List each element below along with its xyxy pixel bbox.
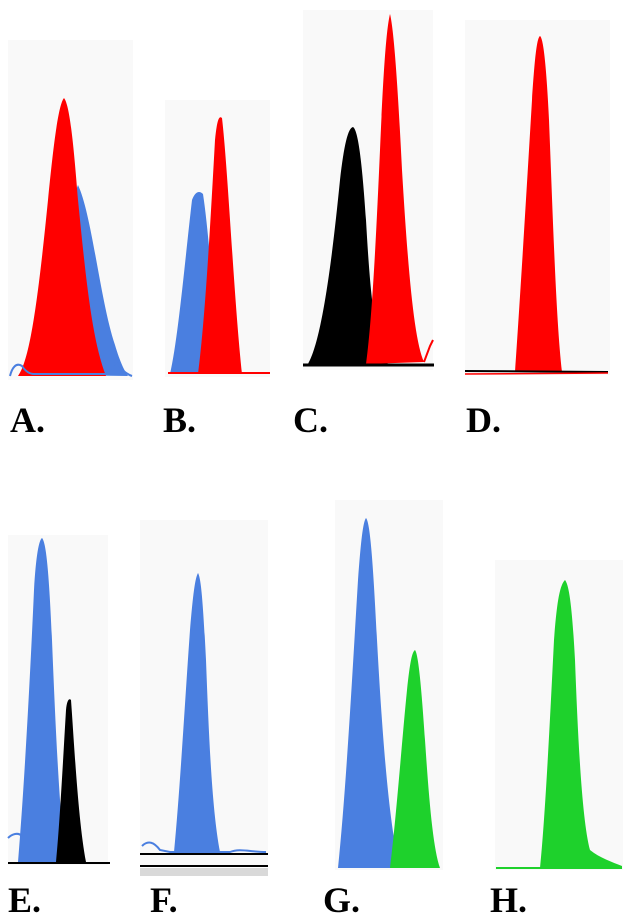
panel-c-red-peak — [366, 14, 424, 364]
panel-g-blue-peak — [338, 518, 400, 868]
panel-d-baseline-black — [464, 370, 609, 373]
panel-g-label: G. — [323, 880, 361, 919]
panel-e-blue-peak — [18, 538, 66, 862]
panel-a-label: A. — [10, 400, 45, 440]
panel-g-chromatogram — [335, 500, 443, 870]
panel-c-label: C. — [293, 400, 328, 440]
panel-c-chromatogram — [303, 10, 434, 370]
panel-e-chromatogram — [7, 535, 110, 865]
panel-a-chromatogram — [8, 40, 133, 380]
panel-a-baseline — [9, 362, 133, 377]
panel-f-chromatogram — [140, 520, 268, 876]
panel-e-black-peak — [56, 699, 86, 862]
panel-c-black-peak — [308, 127, 388, 364]
panel-d-red-peak — [515, 36, 562, 372]
panel-b-chromatogram — [165, 100, 270, 377]
panel-d-label: D. — [466, 400, 501, 440]
panel-f-blue-baseline — [141, 841, 267, 853]
panel-a-red-peak — [18, 98, 106, 376]
panel-c-red-tail — [423, 339, 434, 363]
panel-h-chromatogram — [495, 560, 623, 870]
panel-d-baseline-red — [464, 372, 609, 375]
panel-f-footer-band — [140, 868, 268, 876]
panel-h-green-peak — [540, 580, 622, 868]
panel-b-red-peak — [198, 117, 242, 374]
panel-d-chromatogram — [464, 20, 610, 375]
panel-f-blue-peak — [174, 573, 220, 852]
panel-f-label: F. — [150, 880, 178, 919]
panel-b-label: B. — [163, 400, 197, 440]
panel-e-blue-baseline — [7, 832, 23, 839]
panel-h-label: H. — [490, 880, 528, 919]
panel-g-green-peak — [390, 650, 440, 868]
panel-e-label: E. — [8, 880, 42, 919]
